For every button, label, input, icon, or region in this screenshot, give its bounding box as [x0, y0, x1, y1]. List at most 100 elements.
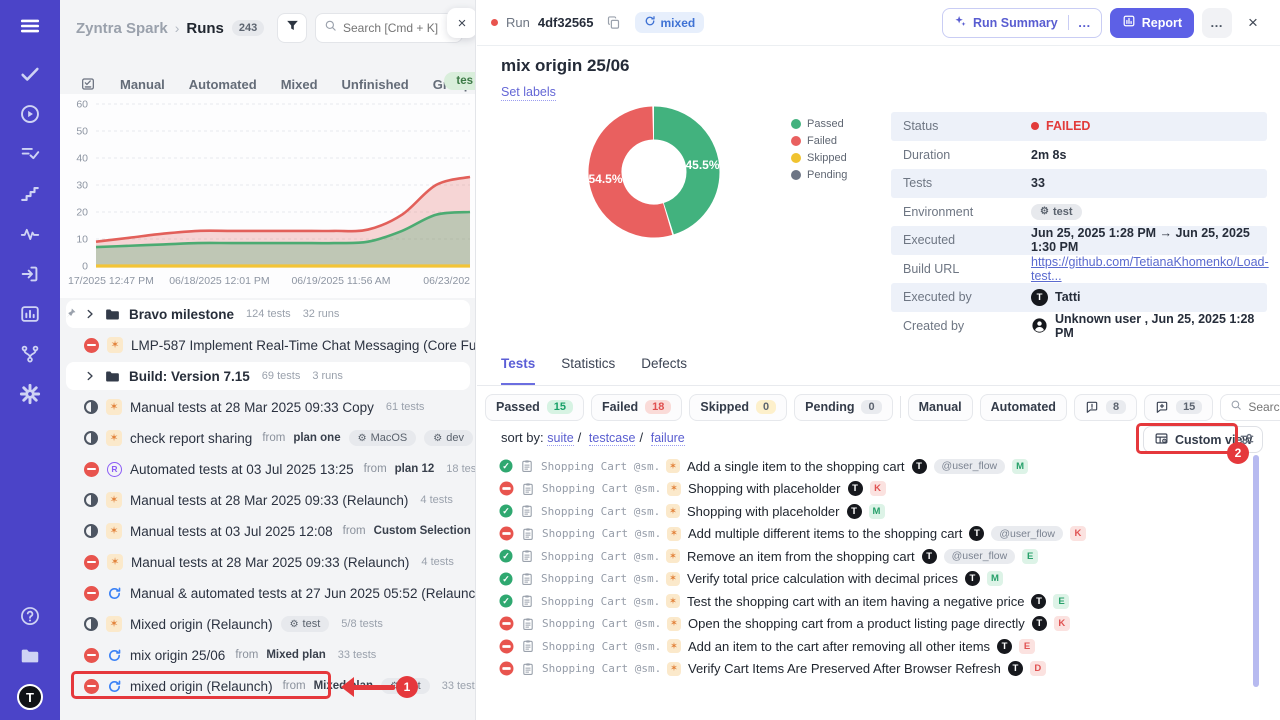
test-title: Shopping with placeholder — [688, 481, 841, 496]
test-result-row[interactable]: ✓ Shopping Cart @sm... ✶ Verify total price… — [499, 568, 1259, 590]
sidebar-test-runs-icon[interactable] — [18, 142, 42, 166]
breadcrumb-project[interactable]: Zyntra Spark — [76, 19, 168, 37]
sidebar-menu-icon[interactable] — [18, 14, 42, 38]
tests-search-input[interactable] — [1248, 400, 1280, 414]
assignee-avatar: T — [921, 548, 937, 564]
test-result-row[interactable]: ✓ Shopping Cart @sm... ✶ Add a single item … — [499, 455, 1259, 477]
clipboard-icon — [520, 459, 534, 473]
clipboard-icon — [521, 482, 535, 496]
runs-trend-chart: 0 10 20 30 40 50 60 17/2025 12:47 PM 06/18/2025 … — [60, 94, 475, 298]
assignee-avatar: T — [846, 503, 862, 519]
tests-scrollbar[interactable] — [1253, 455, 1259, 687]
sidebar-avatar[interactable]: T — [17, 684, 43, 710]
run-row[interactable]: ✶ Manual tests at 28 Mar 2025 09:33 (Rela… — [66, 486, 470, 514]
test-result-row[interactable]: ✓ Shopping Cart @sm... ✶ Test the shopping … — [499, 590, 1259, 612]
test-result-row[interactable]: Shopping Cart @sm... ✶ Add multiple differ… — [499, 523, 1259, 545]
test-result-row[interactable]: Shopping Cart @sm... ✶ Open the shopping c… — [499, 613, 1259, 635]
tests-search[interactable] — [1220, 393, 1280, 421]
runs-view-icon[interactable] — [80, 76, 96, 92]
run-row[interactable]: ✶ Manual tests at 28 Mar 2025 09:33 (Rela… — [66, 548, 470, 576]
detail-tab-statistics[interactable]: Statistics — [561, 356, 616, 371]
filter-pending-button[interactable]: Pending 0 — [794, 393, 893, 421]
sort-link-testcase[interactable]: testcase — [588, 431, 636, 446]
run-meta: 124 tests — [246, 308, 291, 320]
run-row[interactable]: ✶ Manual tests at 28 Mar 2025 09:33 Copy 6… — [66, 393, 470, 421]
svg-text:06/23/202: 06/23/202 — [423, 275, 470, 287]
sidebar-help-icon[interactable] — [18, 604, 42, 628]
runs-tab-unfinished[interactable]: Unfinished — [341, 76, 409, 92]
sort-link-suite[interactable]: suite — [547, 431, 574, 446]
test-result-row[interactable]: Shopping Cart @sm... ✶ Shopping with place… — [499, 478, 1259, 500]
filter-manual-button[interactable]: Manual — [907, 393, 973, 421]
runs-search-input[interactable] — [343, 21, 454, 35]
run-row[interactable]: ✶ Mixed origin (Relaunch) ⚙ test 5/8 tests — [66, 610, 470, 638]
test-status-failed-icon — [499, 661, 514, 676]
run-row[interactable]: R Automated tests at 03 Jul 2025 13:25 fro… — [66, 455, 475, 483]
run-row[interactable]: ✶ LMP-587 Implement Real-Time Chat Messag… — [66, 331, 475, 359]
copy-icon[interactable] — [606, 15, 621, 30]
test-title: Add an item to the cart after removing a… — [688, 638, 991, 654]
detail-close-button[interactable]: × — [1248, 12, 1258, 32]
tag-badge: @user_flow — [933, 458, 1006, 474]
build-url-link[interactable]: https://github.com/TetianaKhomenko/Load-… — [1031, 254, 1269, 283]
chevron-right-icon — [84, 308, 96, 320]
sidebar-folder-icon[interactable] — [18, 644, 42, 668]
env-filter-badge[interactable]: tes — [444, 72, 475, 90]
run-group-row[interactable]: Build: Version 7.15 69 tests 3 runs — [66, 362, 470, 390]
test-title: Open the shopping cart from a product li… — [688, 616, 1025, 631]
folder-icon — [104, 368, 121, 385]
test-result-row[interactable]: Shopping Cart @sm... ✶ Verify Cart Items A… — [499, 658, 1259, 680]
sidebar-sign-in-icon[interactable] — [18, 262, 42, 286]
manual-test-icon: ✶ — [666, 594, 680, 608]
test-result-row[interactable]: ✓ Shopping Cart @sm... ✶ Shopping with plac… — [499, 500, 1259, 522]
filter-comment-alert-button[interactable]: 8 — [1073, 393, 1138, 421]
filter-button[interactable] — [277, 13, 307, 43]
test-status-failed-icon — [499, 639, 514, 653]
svg-text:30: 30 — [76, 180, 88, 192]
sidebar-play-circle-icon[interactable] — [18, 102, 42, 126]
clipboard-icon — [520, 594, 534, 608]
filter-comment-plus-button[interactable]: 15 — [1144, 393, 1214, 421]
sidebar-check-icon[interactable] — [18, 62, 42, 86]
sidebar-steps-icon[interactable] — [18, 182, 42, 206]
filter-automated-button[interactable]: Automated — [979, 393, 1067, 421]
runs-tab-mixed[interactable]: Mixed — [280, 76, 318, 92]
test-result-row[interactable]: ✓ Shopping Cart @sm... ✶ Remove an item fro… — [499, 545, 1259, 567]
run-meta: 3 runs — [312, 370, 343, 382]
breadcrumb-section[interactable]: Runs — [186, 19, 224, 37]
runs-search[interactable] — [315, 13, 463, 43]
sliders-icon[interactable] — [1239, 431, 1255, 447]
legend-dot — [791, 119, 801, 129]
detail-tab-defects[interactable]: Defects — [641, 356, 688, 371]
set-labels-link[interactable]: Set labels — [501, 85, 556, 101]
report-button[interactable]: Report — [1109, 7, 1194, 38]
run-summary-button[interactable]: Run Summary — [943, 14, 1068, 31]
sort-link-failure[interactable]: failure — [650, 431, 685, 446]
run-plan-name: plan one — [293, 432, 341, 444]
sidebar-branch-icon[interactable] — [18, 342, 42, 366]
run-summary-more-button[interactable]: … — [1067, 15, 1101, 30]
more-actions-button[interactable]: … — [1202, 7, 1232, 38]
run-group-row[interactable]: Bravo milestone 124 tests 32 runs — [66, 300, 470, 328]
run-row[interactable]: ✶ Manual tests at 03 Jul 2025 12:08 from Cu… — [66, 517, 471, 545]
filter-skipped-button[interactable]: Skipped 0 — [689, 393, 788, 421]
pin-icon — [64, 307, 77, 320]
milestone-letter-badge: M — [868, 503, 885, 519]
sidebar-gear-icon[interactable] — [18, 382, 42, 406]
filter-passed-button[interactable]: Passed 15 — [485, 393, 585, 421]
gear-icon: ⚙ — [433, 432, 443, 444]
filter-failed-button[interactable]: Failed 18 — [591, 393, 683, 421]
test-result-row[interactable]: Shopping Cart @sm... ✶ Add an item to the … — [499, 635, 1259, 657]
runs-tab-automated[interactable]: Automated — [188, 76, 257, 92]
run-row[interactable]: ✶ check report sharing from plan one ⚙ MacOS ⚙… — [66, 424, 473, 452]
runs-tab-manual[interactable]: Manual — [120, 76, 165, 92]
detail-tab-tests[interactable]: Tests — [501, 356, 536, 385]
run-type-badge[interactable]: mixed — [634, 12, 705, 33]
test-title: Shopping with placeholder — [687, 503, 840, 519]
runs-panel-header: Zyntra Spark › Runs 243 — [60, 0, 475, 56]
sidebar-bar-chart-icon[interactable] — [18, 302, 42, 326]
run-row[interactable]: Manual & automated tests at 27 Jun 2025 … — [66, 579, 475, 607]
run-row[interactable]: mix origin 25/06 from Mixed plan 33 tests — [66, 641, 470, 669]
sidebar-activity-icon[interactable] — [18, 222, 42, 246]
panel-close-button[interactable]: × — [447, 8, 475, 38]
